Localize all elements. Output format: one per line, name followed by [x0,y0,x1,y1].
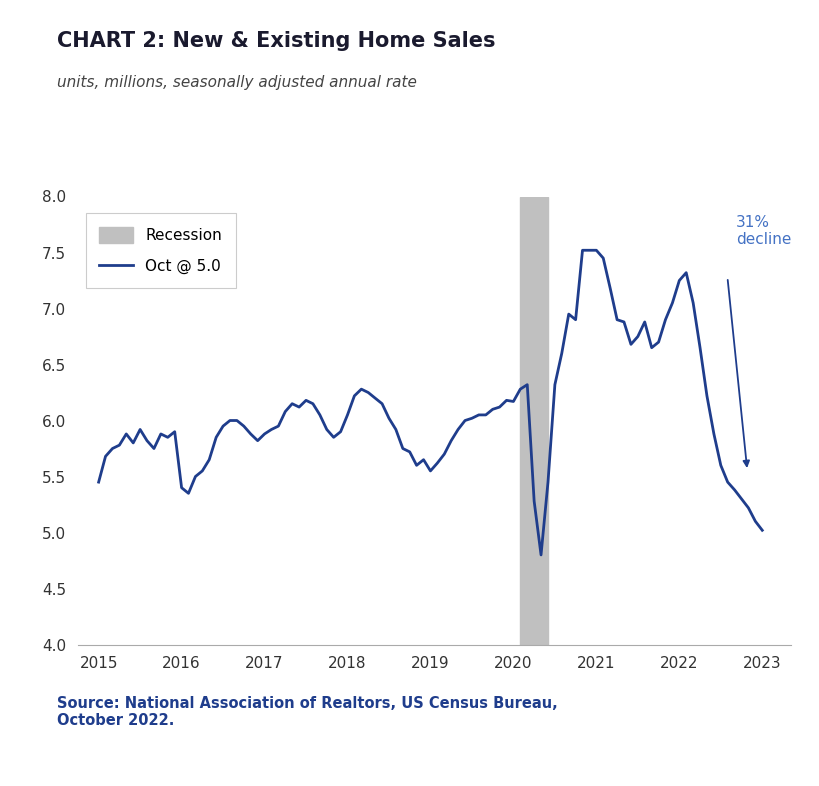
Bar [520,196,548,645]
Text: CHART 2: New & Existing Home Sales: CHART 2: New & Existing Home Sales [57,31,495,51]
Text: 31%
decline: 31% decline [735,215,790,247]
Legend: Recession, Oct @ 5.0: Recession, Oct @ 5.0 [85,213,235,288]
Text: units, millions, seasonally adjusted annual rate: units, millions, seasonally adjusted ann… [57,75,417,90]
Text: Source: National Association of Realtors, US Census Bureau,
October 2022.: Source: National Association of Realtors… [57,696,558,728]
